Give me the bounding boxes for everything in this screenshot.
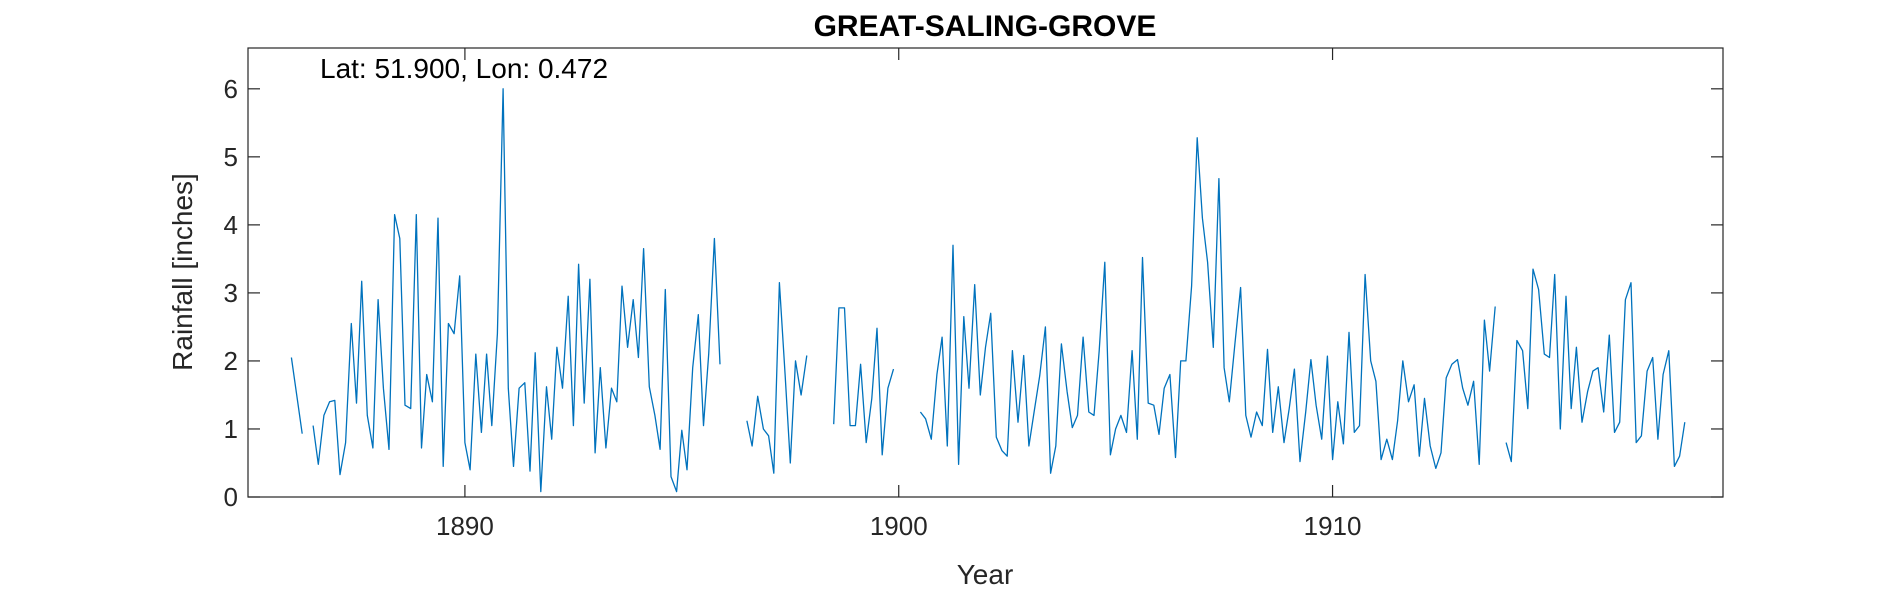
y-tick-label: 4 — [224, 210, 238, 240]
y-tick-label: 6 — [224, 74, 238, 104]
x-tick-label: 1890 — [436, 511, 494, 541]
y-tick-label: 0 — [224, 482, 238, 512]
ticks-layer — [248, 48, 1723, 498]
labels-layer: 0 1 2 3 4 5 6 1890 1900 1910 — [224, 74, 1362, 541]
y-tick-label: 2 — [224, 346, 238, 376]
y-tick-label: 3 — [224, 278, 238, 308]
rainfall-series-line — [290, 88, 1686, 493]
x-tick-label: 1910 — [1304, 511, 1362, 541]
x-axis-label: Year — [957, 559, 1014, 590]
y-tick-label: 1 — [224, 414, 238, 444]
x-tick-label: 1900 — [870, 511, 928, 541]
plot-area — [247, 47, 1724, 498]
location-annotation: Lat: 51.900, Lon: 0.472 — [320, 53, 608, 84]
y-axis-label: Rainfall [inches] — [167, 173, 198, 371]
chart-title: GREAT-SALING-GROVE — [814, 10, 1157, 43]
series-layer — [290, 88, 1686, 493]
y-tick-label: 5 — [224, 142, 238, 172]
